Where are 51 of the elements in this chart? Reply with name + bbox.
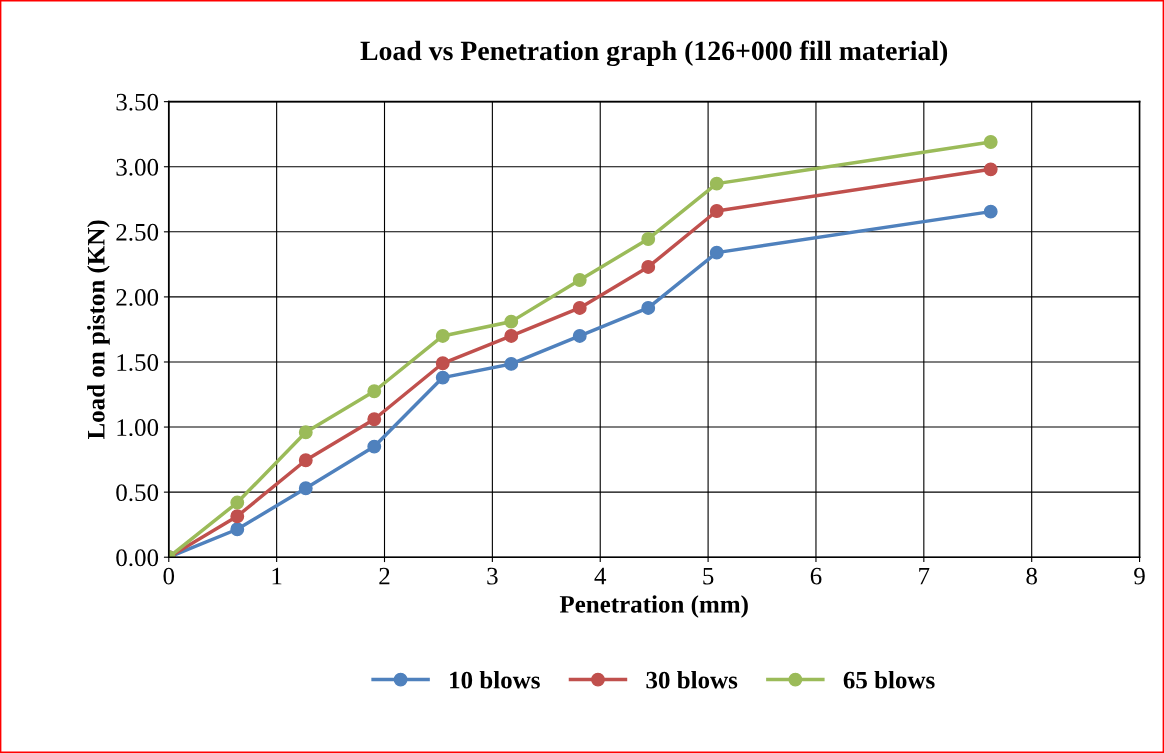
y-tick-label: 1.50	[117, 354, 159, 372]
point	[983, 135, 998, 149]
point	[367, 412, 382, 427]
point	[298, 453, 313, 468]
x-tick-label: 4	[594, 567, 607, 585]
point	[435, 329, 450, 343]
y-tick-label: 2.00	[116, 288, 159, 306]
point	[298, 425, 313, 440]
point	[983, 204, 998, 219]
point	[504, 314, 519, 329]
point	[230, 522, 245, 537]
x-axis-title: Penetration (mm)	[559, 595, 748, 618]
point	[709, 204, 724, 218]
point	[709, 245, 724, 260]
point	[641, 232, 656, 246]
legend-label: 65 blows	[843, 670, 935, 689]
y-axis-title: Load on piston (KN)	[87, 220, 110, 440]
x-tick-label: 6	[810, 567, 822, 585]
x-tick-label: 1	[272, 567, 282, 585]
point	[298, 481, 313, 496]
y-tick-label: 3.50	[116, 93, 159, 111]
x-tick-label: 0	[163, 567, 175, 585]
y-tick-label: 2.50	[116, 223, 159, 241]
point	[572, 301, 587, 315]
legend-label: 30 blows	[646, 670, 738, 689]
x-tick-label: 9	[1134, 567, 1145, 585]
y-tick-label: 0.00	[116, 549, 159, 567]
point	[641, 301, 656, 315]
point	[504, 329, 519, 343]
chart-title: Load vs Penetration graph (126+000 fill material)	[360, 40, 948, 67]
point	[230, 495, 245, 510]
y-tick-label: 1.00	[117, 419, 159, 437]
x-tick-label: 3	[487, 567, 498, 585]
point	[983, 162, 998, 177]
point	[230, 509, 245, 524]
y-tick-label: 3.00	[116, 158, 159, 176]
y-tick-label: 0.50	[116, 484, 159, 502]
point	[572, 329, 587, 343]
point	[504, 356, 519, 371]
point	[641, 260, 656, 274]
point	[367, 439, 382, 454]
x-tick-label: 2	[379, 567, 390, 585]
x-tick-label: 5	[703, 567, 714, 585]
x-tick-label: 7	[919, 567, 930, 585]
point	[572, 273, 587, 287]
point	[435, 356, 450, 371]
point	[367, 384, 382, 399]
legend-label: 10 blows	[450, 670, 540, 689]
point	[709, 176, 724, 191]
x-tick-label: 8	[1026, 567, 1037, 585]
point	[435, 370, 450, 385]
